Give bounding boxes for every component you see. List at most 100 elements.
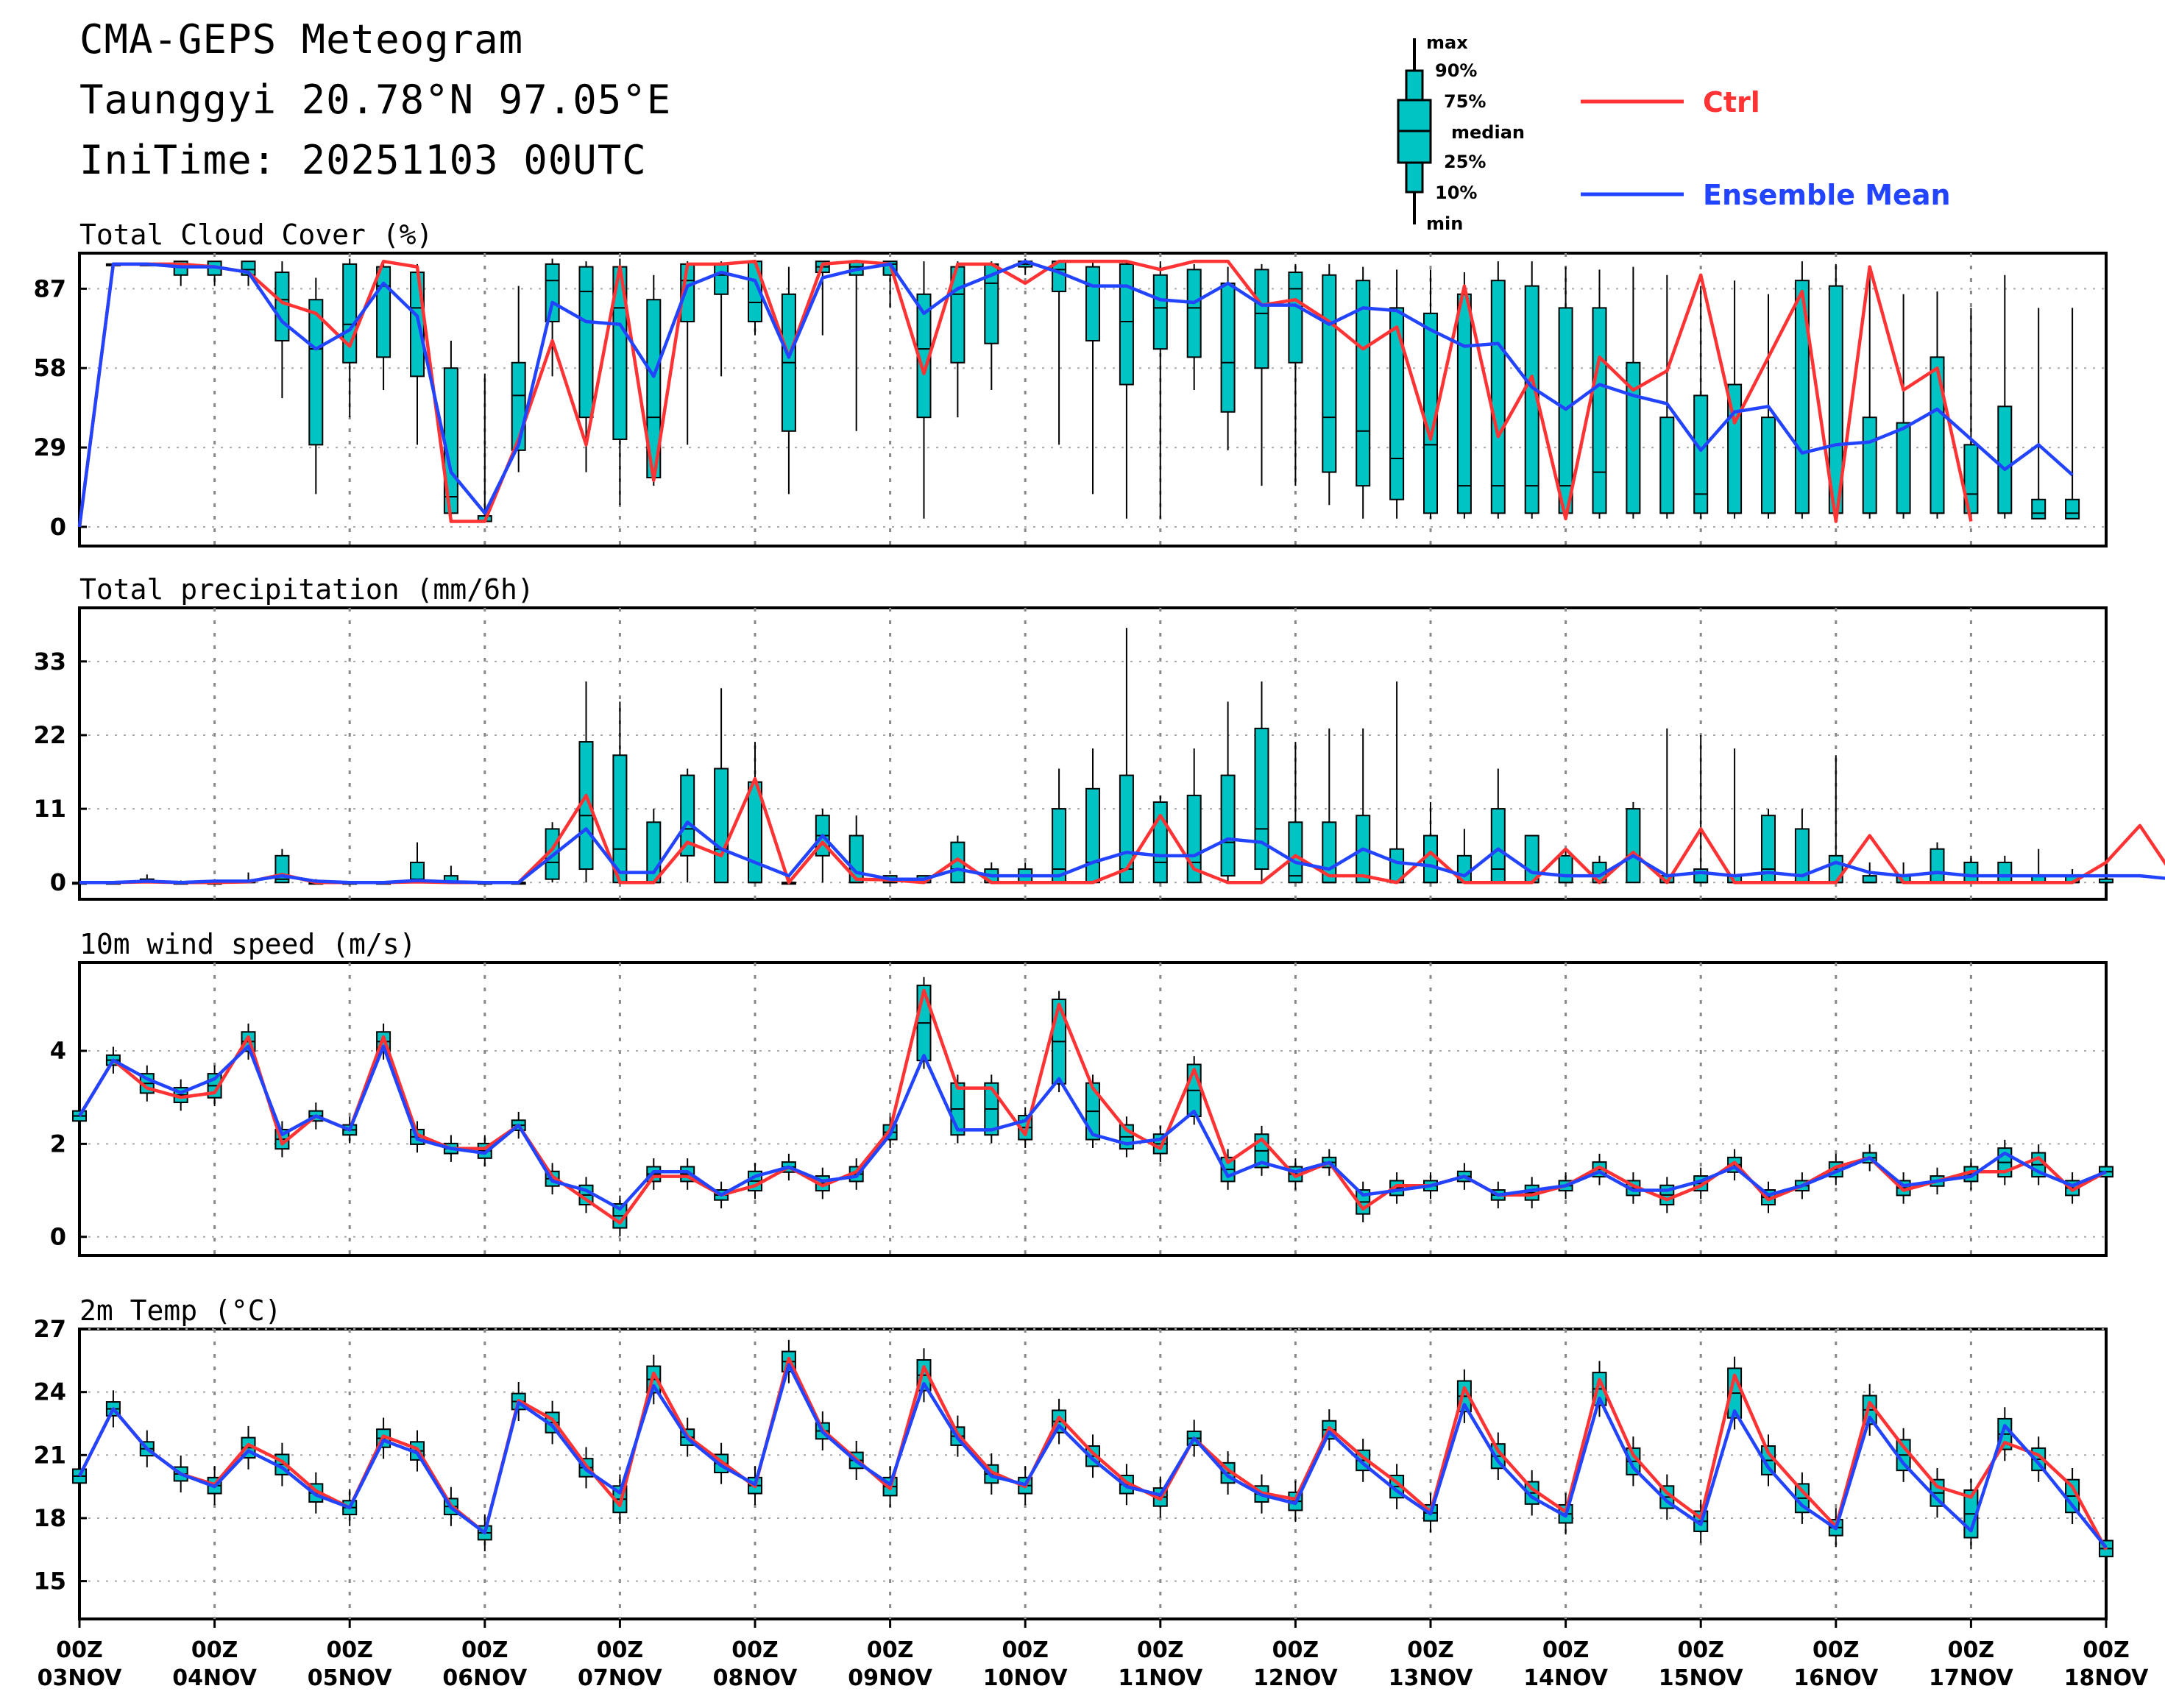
box-mark [1693, 394, 1709, 514]
panel-frame [78, 606, 2108, 901]
x-tick-date: 04NOV [172, 1665, 258, 1691]
box-mark [1288, 272, 1303, 364]
box-mark [1456, 293, 1472, 514]
x-tick-date: 11NOV [1118, 1665, 1203, 1691]
box-mark [1085, 787, 1100, 884]
x-tick-hour: 00Z [2083, 1637, 2130, 1663]
box-mark [1220, 774, 1236, 877]
box-mark [1626, 808, 1641, 884]
ensemble-mean-line [78, 1044, 2107, 1211]
y-tick-label: 4 [50, 1037, 66, 1065]
y-tick-label: 29 [33, 433, 66, 461]
x-tick-date: 10NOV [983, 1665, 1069, 1691]
box-mark [1186, 794, 1202, 884]
box-mark [1085, 266, 1100, 342]
x-tick-hour: 00Z [461, 1637, 509, 1663]
y-tick-label: 15 [33, 1567, 66, 1595]
ctrl-line [77, 1356, 2108, 1551]
box-mark [612, 754, 628, 884]
box-mark [274, 272, 290, 342]
panel-frame [78, 252, 2108, 548]
x-tick-date: 14NOV [1523, 1665, 1609, 1691]
legend-box-label: min [1426, 213, 1463, 234]
x-tick-date: 05NOV [308, 1665, 393, 1691]
y-tick-label: 11 [33, 795, 66, 823]
box-mark [1963, 444, 1979, 514]
ctrl-line [77, 259, 1973, 528]
box-mark [410, 272, 425, 378]
legend-ctrl-label: Ctrl [1703, 86, 1760, 118]
legend-box-label: 75% [1444, 91, 1486, 112]
box-mark [1896, 422, 1911, 514]
y-tick-label: 33 [33, 648, 66, 676]
legend-box-label: 25% [1444, 152, 1486, 172]
legend-box-label: max [1426, 32, 1468, 53]
box-mark [1356, 280, 1371, 487]
location-label: Taunggyi 20.78°N 97.05°E [79, 77, 672, 123]
x-tick-hour: 00Z [867, 1637, 914, 1663]
x-tick-hour: 00Z [1813, 1637, 1860, 1663]
box-mark [1592, 307, 1607, 514]
box-mark [2065, 498, 2080, 520]
x-tick-hour: 00Z [597, 1637, 644, 1663]
box-mark [680, 774, 695, 857]
ensemble-mean-line [77, 259, 2074, 528]
legend-mean-label: Ensemble Mean [1703, 179, 1951, 211]
box-mark [2031, 498, 2047, 520]
box-mark [1389, 307, 1405, 500]
x-tick-date: 06NOV [442, 1665, 528, 1691]
x-tick-hour: 00Z [1272, 1637, 1319, 1663]
x-tick-hour: 00Z [191, 1637, 238, 1663]
box-mark [308, 299, 324, 446]
box-mark [1490, 280, 1506, 514]
box-mark [1997, 861, 2013, 884]
y-tick-label: 0 [50, 868, 66, 896]
y-tick-label: 24 [33, 1378, 66, 1406]
chart-title: CMA-GEPS Meteogram [79, 16, 524, 63]
y-tick-label: 2 [50, 1130, 66, 1158]
box-mark [1930, 848, 1945, 884]
box-mark [1659, 417, 1675, 514]
box-mark [1524, 834, 1539, 884]
x-tick-date: 07NOV [578, 1665, 663, 1691]
x-tick-date: 03NOV [38, 1665, 123, 1691]
panel-title: Total Cloud Cover (%) [79, 219, 433, 251]
y-tick-label: 18 [33, 1504, 66, 1532]
x-tick-hour: 00Z [56, 1637, 103, 1663]
x-tick-date: 17NOV [1929, 1665, 2014, 1691]
box-mark [1558, 854, 1573, 884]
box-mark [1254, 727, 1269, 871]
box-mark [714, 768, 729, 884]
x-tick-hour: 00Z [731, 1637, 779, 1663]
box-mark [1490, 808, 1506, 884]
box-mark [1322, 274, 1337, 473]
x-tick-date: 09NOV [848, 1665, 933, 1691]
box-mark [1119, 263, 1134, 386]
box-mark [1997, 405, 2013, 514]
x-tick-hour: 00Z [1002, 1637, 1049, 1663]
box-mark [1963, 861, 1979, 884]
box-mark [1254, 269, 1269, 369]
box-mark [1423, 834, 1438, 884]
y-tick-label: 0 [50, 1223, 66, 1251]
x-tick-date: 08NOV [713, 1665, 798, 1691]
box-mark [545, 263, 560, 322]
box-mark [1862, 875, 1877, 884]
legend-box-label: median [1451, 122, 1525, 143]
y-tick-label: 21 [33, 1441, 66, 1469]
box-mark [1761, 417, 1776, 514]
box-mark [1119, 774, 1134, 884]
ensemble-mean-line [79, 821, 2165, 885]
box-mark [376, 266, 391, 358]
x-tick-date: 12NOV [1253, 1665, 1339, 1691]
y-tick-label: 0 [50, 513, 66, 541]
ensemble-mean-line [77, 1363, 2108, 1549]
box-mark [1288, 821, 1303, 884]
box-mark [1186, 269, 1202, 358]
init-time-label: IniTime: 20251103 00UTC [79, 137, 647, 183]
panel-title: Total precipitation (mm/6h) [79, 573, 534, 606]
y-tick-label: 27 [33, 1315, 66, 1343]
box-mark [1152, 274, 1168, 350]
